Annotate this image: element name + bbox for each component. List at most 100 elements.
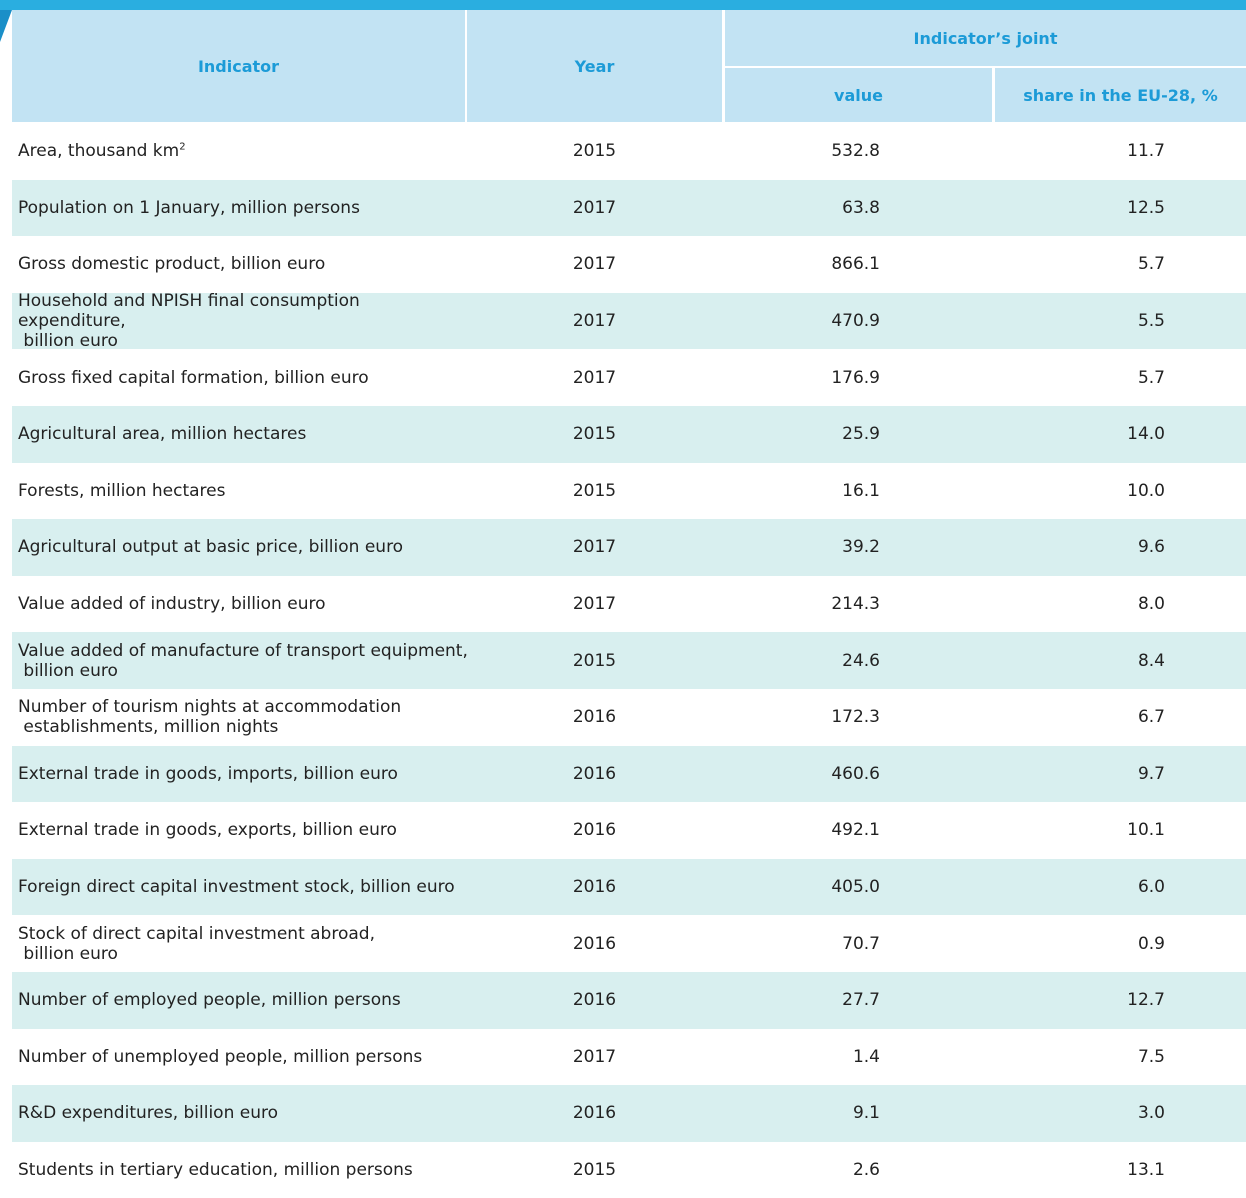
header-year: Year [467,10,722,122]
indicator-cell: Agricultural output at basic price, bill… [18,537,404,558]
share-cell: 3.0 [1137,1103,1165,1124]
share-cell: 12.7 [1127,990,1165,1011]
value-cell: 63.8 [842,197,880,218]
value-cell: 25.9 [842,424,880,445]
indicator-cell: Agricultural area, million hectares [18,424,307,445]
share-cell: 6.7 [1137,707,1165,728]
indicator-cell: Number of unemployed people, million per… [18,1046,423,1067]
table-row: Number of employed people, million perso… [12,972,1246,1029]
year-cell: 2016 [572,933,617,954]
year-cell: 2017 [572,1046,617,1067]
year-cell: 2015 [572,480,617,501]
value-cell: 176.9 [831,367,880,388]
year-cell: 2015 [572,424,617,445]
share-cell: 11.7 [1127,141,1165,162]
table-row: Value added of manufacture of transport … [12,632,1246,689]
table-row: Area, thousand km2 2015 532.8 11.7 [12,123,1246,180]
value-cell: 1.4 [852,1046,880,1067]
value-cell: 2.6 [852,1160,880,1181]
value-cell: 405.0 [831,877,880,898]
year-cell: 2015 [572,650,617,671]
share-cell: 5.7 [1137,254,1165,275]
table-row: Foreign direct capital investment stock,… [12,858,1246,916]
value-cell: 70.7 [842,933,880,954]
indicator-cell: Household and NPISH final consumption ex… [18,291,360,352]
value-cell: 9.1 [852,1103,880,1124]
table-row: Household and NPISH final consumption ex… [12,291,1246,352]
year-cell: 2017 [572,367,617,388]
share-cell: 13.1 [1127,1160,1165,1181]
superscript: 2 [179,141,186,153]
indicator-cell: Students in tertiary education, million … [18,1160,413,1181]
indicator-cell: Foreign direct capital investment stock,… [18,877,455,898]
table-row: Gross domestic product, billion euro 2017… [12,236,1246,293]
share-cell: 7.5 [1137,1046,1165,1067]
table-row: Forests, million hectares 2015 16.1 10.0 [12,463,1246,520]
table-row: Gross fixed capital formation, billion e… [12,349,1246,406]
year-cell: 2016 [572,1103,617,1124]
value-cell: 16.1 [842,480,880,501]
header-joint: Indicator’s joint [725,10,1246,66]
year-cell: 2016 [572,707,617,728]
year-cell: 2017 [572,537,617,558]
indicator-cell: Gross domestic product, billion euro [18,254,326,275]
year-cell: 2016 [572,820,617,841]
year-cell: 2016 [572,763,617,784]
share-cell: 9.7 [1137,763,1165,784]
year-cell: 2017 [572,197,617,218]
year-cell: 2015 [572,141,617,162]
share-cell: 8.4 [1137,650,1165,671]
indicator-cell: External trade in goods, imports, billio… [18,763,398,784]
table-row: Value added of industry, billion euro 201… [12,576,1246,633]
indicator-label: Area, thousand km2 [18,141,186,161]
header-share: share in the EU-28, % [995,68,1246,122]
indicator-cell: External trade in goods, exports, billio… [18,820,397,841]
year-cell: 2016 [572,990,617,1011]
indicator-cell: Area, thousand km2 [18,123,468,180]
year-cell: 2016 [572,877,617,898]
value-cell: 470.9 [831,311,880,332]
share-cell: 14.0 [1127,424,1165,445]
header-value: value [725,68,992,122]
share-cell: 6.0 [1137,877,1165,898]
indicator-cell: Value added of industry, billion euro [18,594,326,615]
indicator-cell: Gross fixed capital formation, billion e… [18,367,369,388]
year-cell: 2015 [572,1160,617,1181]
indicator-text: Area, thousand km [18,141,180,162]
table-row: Number of tourism nights at accommodatio… [12,689,1246,746]
value-cell: 460.6 [831,763,880,784]
table-row: Stock of direct capital investment abroa… [12,915,1246,972]
top-bar [0,0,1246,10]
share-cell: 0.9 [1137,933,1165,954]
value-cell: 39.2 [842,537,880,558]
year-cell: 2017 [572,311,617,332]
table-row: Students in tertiary education, million … [12,1142,1246,1198]
share-cell: 5.5 [1137,311,1165,332]
year-cell: 2017 [572,594,617,615]
value-cell: 492.1 [831,820,880,841]
table-row: R&D expenditures, billion euro 2016 9.1 3.0 [12,1085,1246,1142]
share-cell: 9.6 [1137,537,1165,558]
value-cell: 532.8 [831,141,880,162]
table-row: External trade in goods, imports, billio… [12,745,1246,803]
year-cell: 2017 [572,254,617,275]
value-cell: 172.3 [831,707,880,728]
indicator-cell: Value added of manufacture of transport … [18,640,468,681]
share-cell: 8.0 [1137,594,1165,615]
indicator-cell: Stock of direct capital investment abroa… [18,923,375,964]
share-cell: 5.7 [1137,367,1165,388]
table-row: Population on 1 January, million persons… [12,179,1246,237]
corner-mark [0,10,12,42]
share-cell: 10.1 [1127,820,1165,841]
indicator-cell: R&D expenditures, billion euro [18,1103,279,1124]
table-row: Number of unemployed people, million per… [12,1029,1246,1086]
indicator-cell: Population on 1 January, million persons [18,197,360,218]
indicator-cell: Number of tourism nights at accommodatio… [18,697,402,738]
table-row: External trade in goods, exports, billio… [12,802,1246,859]
indicator-cell: Number of employed people, million perso… [18,990,401,1011]
value-cell: 866.1 [831,254,880,275]
table-row: Agricultural output at basic price, bill… [12,519,1246,576]
table-row: Agricultural area, million hectares 2015 2… [12,406,1246,463]
value-cell: 24.6 [842,650,880,671]
